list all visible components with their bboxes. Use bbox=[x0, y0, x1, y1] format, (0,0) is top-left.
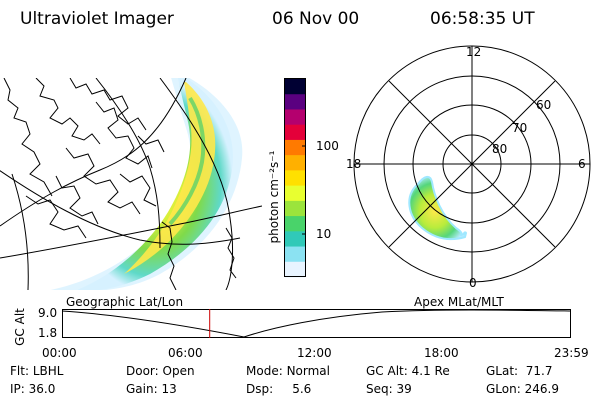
mlt-label-0: 0 bbox=[469, 276, 477, 290]
latlon-grid bbox=[0, 78, 262, 290]
time-label: 06:58:35 UT bbox=[430, 9, 535, 29]
instrument-title: Ultraviolet Imager bbox=[20, 9, 174, 29]
timeline-ylabel: GC Alt bbox=[13, 308, 27, 346]
colorbar-swatch bbox=[285, 79, 305, 95]
lat-label-60: 60 bbox=[536, 98, 552, 112]
geo-map-caption: Geographic Lat/Lon bbox=[66, 295, 184, 309]
status-ip: IP: 36.0 bbox=[10, 382, 56, 396]
aurora-inner bbox=[168, 96, 206, 226]
colorbar-swatch bbox=[285, 231, 305, 248]
status-door: Door: Open bbox=[126, 364, 195, 378]
status-glon: GLon: 246.9 bbox=[486, 382, 559, 396]
polar-map bbox=[353, 45, 591, 283]
colorbar-swatch bbox=[285, 216, 305, 232]
status-glat: GLat: 71.7 bbox=[486, 364, 553, 378]
colorbar-swatch bbox=[285, 155, 305, 171]
aurora-oval bbox=[76, 78, 233, 290]
timeline-xtick-1200: 12:00 bbox=[297, 346, 332, 360]
status-gc-alt: GC Alt: 4.1 Re bbox=[366, 364, 450, 378]
lat-label-80: 80 bbox=[492, 142, 508, 156]
colorbar-swatch bbox=[285, 124, 305, 141]
polar-grid bbox=[353, 45, 591, 283]
colorbar-swatch bbox=[285, 200, 305, 217]
status-filter: Flt: LBHL bbox=[10, 364, 64, 378]
mlt-label-6: 6 bbox=[578, 157, 586, 171]
altitude-curve bbox=[61, 309, 571, 338]
timeline-xtick-0600: 06:00 bbox=[168, 346, 203, 360]
status-mode: Mode: Normal bbox=[246, 364, 330, 378]
status-dsp: Dsp: 5.6 bbox=[246, 382, 312, 396]
lat-label-70: 70 bbox=[512, 121, 528, 135]
mlt-label-12: 12 bbox=[466, 45, 482, 59]
timeline-xtick-2359: 23:59 bbox=[554, 346, 589, 360]
status-gain: Gain: 13 bbox=[126, 382, 177, 396]
timeline-xtick-1800: 18:00 bbox=[424, 346, 459, 360]
timeline-ytick-9: 9.0 bbox=[38, 306, 58, 320]
geographic-map bbox=[0, 78, 262, 290]
colorbar-swatch bbox=[285, 185, 305, 202]
date-label: 06 Nov 00 bbox=[272, 9, 360, 29]
status-seq: Seq: 39 bbox=[366, 382, 412, 396]
colorbar-swatch bbox=[285, 139, 305, 156]
polar-map-caption: Apex MLat/MLT bbox=[414, 295, 504, 309]
colorbar-swatch bbox=[285, 170, 305, 187]
colorbar-swatch bbox=[285, 94, 305, 110]
colorbar-swatch bbox=[285, 109, 305, 126]
colorbar-label-100: 100 bbox=[316, 139, 339, 153]
colorbar-swatch bbox=[285, 261, 305, 278]
colorbar-label-10: 10 bbox=[316, 227, 332, 241]
timeline-plot bbox=[61, 309, 571, 338]
timeline-ytick-1_8: 1.8 bbox=[38, 326, 58, 340]
colorbar-swatch bbox=[285, 246, 305, 263]
colorbar bbox=[284, 78, 306, 278]
aurora-core bbox=[124, 82, 216, 274]
mlt-label-18: 18 bbox=[346, 157, 362, 171]
colorbar-unit: photon cm⁻²s⁻¹ bbox=[267, 150, 281, 244]
timeline-xtick-0000: 00:00 bbox=[42, 346, 77, 360]
polar-aurora bbox=[408, 176, 468, 241]
